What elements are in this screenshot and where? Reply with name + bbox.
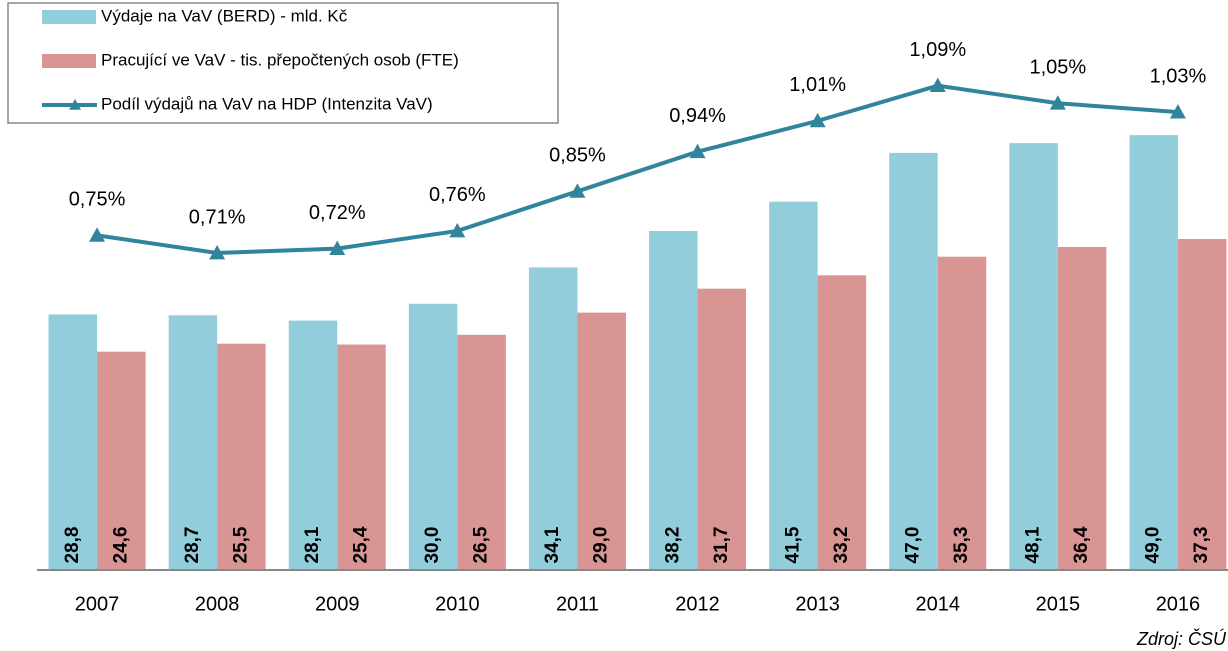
x-tick-label: 2013 (795, 593, 840, 615)
bar (1177, 238, 1227, 570)
bar (528, 267, 578, 570)
line (96, 83, 1179, 255)
bar-value-label: 25,4 (351, 526, 372, 563)
bar-value-label: 48,1 (1023, 526, 1044, 563)
x-tick-label: 2010 (435, 593, 480, 615)
source: Zdroj: ČSÚ (1136, 628, 1227, 649)
line-marker (569, 183, 586, 198)
bar (937, 256, 987, 570)
bar-value-label: 26,5 (471, 526, 492, 563)
line-value-label: 1,09% (909, 39, 966, 61)
bar (697, 288, 747, 570)
line-value-label: 0,85% (549, 145, 606, 167)
bar (1009, 143, 1058, 571)
bar-value-label: 24,6 (110, 527, 131, 564)
line-marker (1169, 104, 1186, 119)
x-tick-label: 2007 (75, 593, 120, 615)
bar-value-label: 30,0 (422, 527, 443, 564)
line-marker (209, 244, 226, 260)
bar-value-label: 35,3 (951, 527, 972, 564)
bar-value-label: 41,5 (782, 526, 803, 563)
bar-value-label: 28,1 (302, 526, 323, 563)
line-value-label: 0,71% (189, 206, 246, 228)
line-value-label: 0,76% (429, 184, 486, 206)
legend: Výdaje na VaV (BERD) - mld. Kč Pracující … (7, 2, 559, 124)
legend-label: Pracující ve VaV - tis. přepočtených oso… (101, 50, 459, 69)
line-value-label: 1,03% (1150, 65, 1207, 87)
bar (1129, 135, 1178, 570)
bar (97, 351, 146, 570)
bar-value-label: 28,7 (182, 527, 203, 564)
legend-label: Výdaje na VaV (BERD) - mld. Kč (101, 6, 348, 25)
bar-value-label: 28,8 (62, 527, 83, 564)
bar (408, 303, 458, 570)
x-tick-label: 2009 (315, 593, 360, 615)
line-marker (809, 112, 826, 128)
bar-value-label: 36,4 (1071, 526, 1092, 563)
bar-value-label: 33,2 (831, 527, 852, 564)
line-value-label: 1,05% (1029, 57, 1086, 79)
x-tick-label: 2011 (556, 593, 599, 615)
line-value-label: 0,75% (69, 189, 126, 211)
bar (649, 230, 698, 570)
line-value-label: 0,94% (669, 105, 726, 127)
legend-box (7, 2, 559, 124)
legend-swatch (42, 54, 96, 68)
bar-value-label: 29,0 (591, 527, 612, 564)
line-marker (929, 77, 946, 93)
bar (889, 152, 938, 570)
line-value-label: 0,72% (309, 202, 366, 224)
legend-swatch (42, 10, 96, 24)
bar (337, 344, 386, 570)
x-tick-label: 2008 (195, 593, 240, 615)
line-value-label: 1,01% (789, 74, 846, 96)
bar-value-label: 38,2 (662, 527, 683, 564)
bar-value-label: 31,7 (711, 527, 732, 564)
bar (817, 275, 867, 570)
bar (48, 314, 98, 570)
bar-value-label: 25,5 (230, 526, 251, 563)
bar (168, 315, 218, 570)
bar (577, 312, 626, 570)
x-tick-label: 2015 (1036, 593, 1081, 615)
legend-label: Podíl výdajů na VaV na HDP (Intenzita Va… (101, 94, 433, 113)
bar (288, 320, 338, 570)
line-marker (449, 222, 466, 238)
bar (769, 201, 818, 570)
x-tick-label: 2012 (675, 593, 720, 615)
bar-value-label: 47,0 (903, 527, 924, 564)
x-tick-label: 2016 (1156, 593, 1201, 615)
bar (1057, 246, 1107, 570)
bar-value-label: 49,0 (1143, 527, 1164, 564)
bar-value-label: 37,3 (1191, 527, 1212, 564)
legend-marker (69, 99, 81, 110)
bar (217, 343, 266, 570)
line-marker (89, 227, 106, 242)
line-marker (1049, 95, 1066, 110)
line-marker (329, 240, 346, 255)
bar-value-label: 34,1 (542, 526, 563, 563)
bar (457, 334, 506, 570)
line-marker (689, 143, 706, 159)
x-tick-label: 2014 (916, 593, 961, 615)
